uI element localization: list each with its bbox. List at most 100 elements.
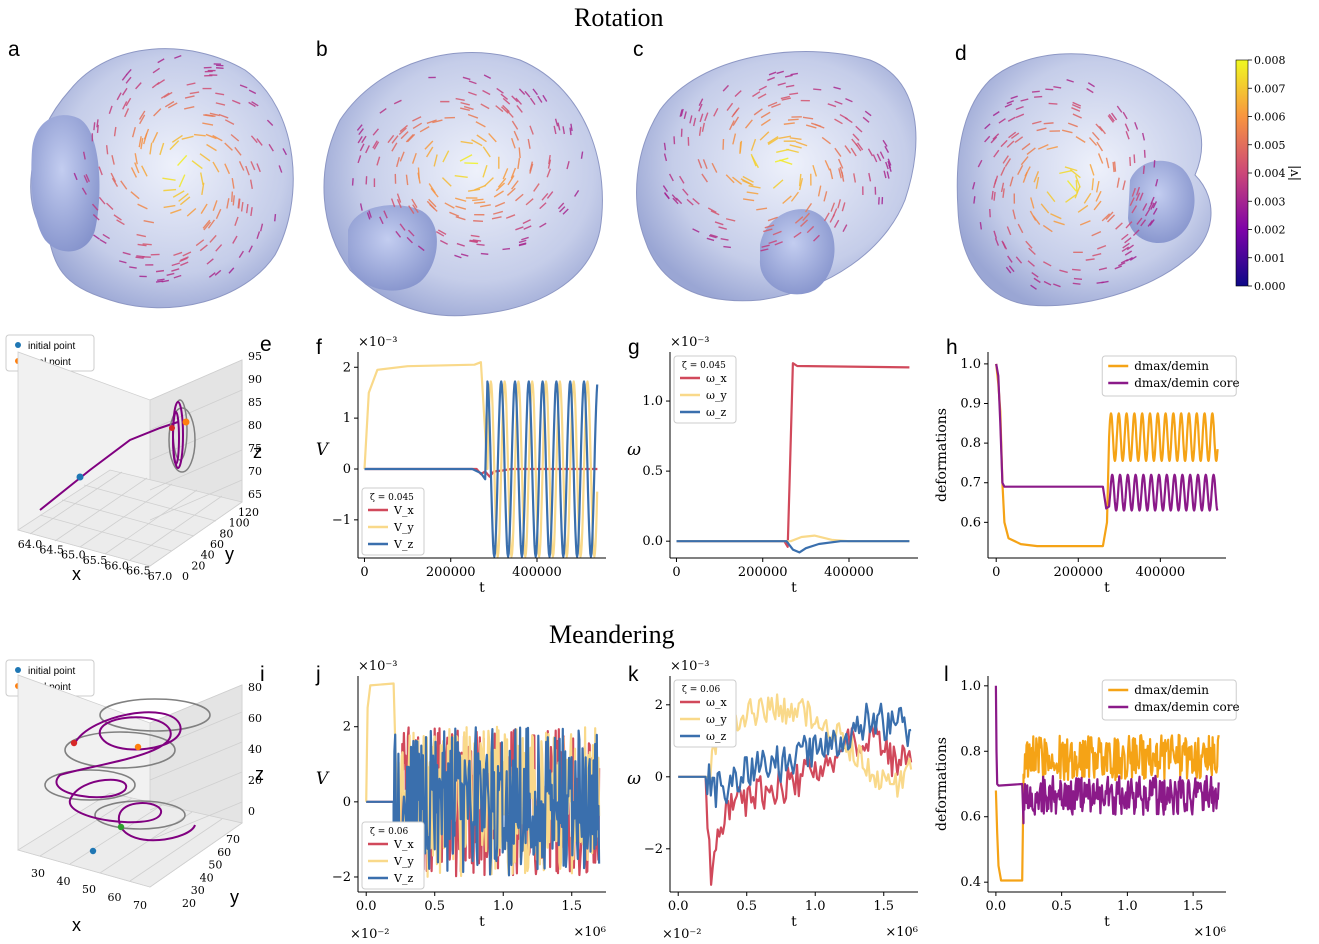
velocity-arrow [274,214,277,222]
velocity-arrow [672,197,679,205]
tick-label-z: 75 [248,442,262,455]
velocity-arrow [398,127,407,136]
velocity-arrow [714,221,724,226]
velocity-arrow [720,237,729,241]
velocity-arrow [1015,113,1025,119]
velocity-arrow [1114,265,1123,270]
velocity-arrow [122,251,131,256]
x-tick-label: 400000 [1136,565,1186,580]
x-tick-label: 1.5 [1183,899,1204,914]
velocity-arrow [789,92,799,96]
velocity-arrow [406,133,416,143]
velocity-arrow [1043,261,1052,267]
velocity-arrow [215,102,226,106]
velocity-arrow [1000,182,1005,193]
velocity-arrow [1071,268,1081,271]
colorbar-tick-label: 0.004 [1254,167,1286,180]
velocity-arrow [1111,112,1118,121]
velocity-arrow [838,168,842,179]
velocity-arrow [990,136,998,144]
legend-initial-text: initial point [28,341,75,352]
velocity-arrow [470,234,480,238]
velocity-arrow [789,144,802,149]
y-tick-label: 0.6 [960,810,981,825]
velocity-arrow [383,210,388,219]
velocity-arrow [1126,244,1134,251]
velocity-arrow [164,100,175,108]
velocity-arrow [704,112,709,122]
velocity-arrow [515,193,524,202]
x-tick-label: 200000 [1053,565,1103,580]
legend-box [673,355,737,424]
legend-k: ζ = 0.06ω_x ω_y ω_z [673,679,737,748]
velocity-arrow [701,122,706,132]
velocity-arrow [141,165,148,177]
velocity-arrow [760,111,771,119]
velocity-arrow [476,243,485,246]
velocity-arrow [541,192,549,201]
velocity-arrow [124,108,130,118]
x-tick-label: 200000 [426,565,476,580]
velocity-arrow [823,212,830,222]
velocity-arrow [444,202,455,209]
velocity-arrow [395,230,402,238]
velocity-arrow [562,208,569,215]
x-tick-label: 1.5 [873,899,894,914]
tick-label-y: 120 [238,506,259,519]
tick-label-y: 70 [226,833,240,846]
velocity-arrow [472,198,484,202]
velocity-arrow [437,229,447,235]
panel-letter-c: c [633,38,644,61]
velocity-arrow [776,70,784,75]
tick-label-z: 80 [248,681,262,694]
velocity-arrow [480,103,490,110]
velocity-arrow [493,210,504,215]
velocity-arrow [811,122,822,128]
velocity-arrow [856,142,864,151]
velocity-arrow [760,118,771,126]
velocity-arrow [215,244,223,252]
velocity-arrow [357,136,363,144]
velocity-arrow [539,202,547,210]
velocity-arrow [574,190,580,197]
velocity-arrow [412,204,419,213]
x-axis-label: t [479,914,485,930]
velocity-arrow [1072,113,1082,119]
tick-label-x: 66.5 [126,565,151,578]
velocity-arrow [214,269,222,276]
velocity-arrow [206,258,214,265]
y-tick-label: 2 [343,360,351,375]
velocity-arrow [206,143,217,152]
panel-letter-g: g [628,336,640,359]
velocity-arrow [172,190,185,198]
velocity-arrow [855,125,863,133]
velocity-arrow [1034,95,1043,98]
x-axis-label: t [1104,580,1110,596]
tick-label-x: 64.0 [18,538,43,551]
legend-initial-marker [15,342,21,348]
velocity-arrow [1017,165,1024,176]
velocity-arrow [533,183,540,192]
velocity-arrow [494,201,506,208]
velocity-arrow [1043,280,1052,286]
velocity-arrow [1009,176,1014,187]
velocity-arrow [1107,214,1116,223]
axis-ticks-e: 64.064.565.065.566.066.567.0 020406080100… [18,350,262,583]
velocity-arrow [726,102,734,111]
velocity-arrow [507,175,515,186]
series-line-g-2 [676,540,910,554]
trajectory-3d-i: initial point final point 30405060702030… [5,659,264,935]
velocity-arrow [993,191,996,201]
velocity-arrow [351,178,354,186]
velocity-arrow [1002,241,1008,250]
velocity-arrow [468,91,477,96]
velocity-arrow [680,108,684,117]
velocity-arrow [542,94,548,102]
velocity-arrow [1036,127,1047,132]
velocity-arrow [802,212,810,222]
velocity-arrow [412,116,422,122]
velocity-arrow [186,82,196,86]
velocity-arrow [1008,265,1015,273]
velocity-arrow [98,166,103,176]
velocity-arrow [1115,222,1123,230]
